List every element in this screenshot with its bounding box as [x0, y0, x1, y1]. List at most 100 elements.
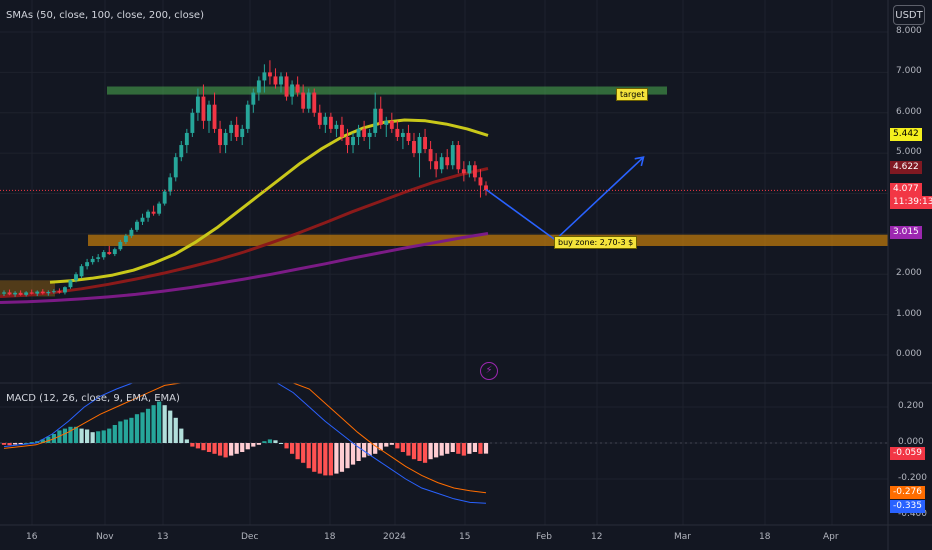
macd-histogram-bar [406, 443, 411, 456]
macd-histogram-bar [18, 443, 23, 444]
price-axis-tick: 7.000 [896, 66, 922, 77]
macd-histogram-bar [206, 443, 212, 452]
macd-histogram-bar [129, 417, 134, 443]
candle [312, 92, 317, 113]
macd-histogram-bar [306, 443, 311, 469]
grid-lines [0, 0, 888, 525]
macd-histogram-bar [62, 428, 68, 443]
candle [96, 257, 101, 259]
projection-line [485, 156, 645, 241]
sma50-line [49, 118, 489, 284]
macd-histogram-bar [323, 443, 328, 476]
candle [412, 141, 416, 154]
candle [51, 291, 56, 293]
candle [162, 191, 167, 204]
macd-histogram-bar [123, 419, 128, 443]
macd-histogram-bar [289, 443, 295, 454]
candle [362, 128, 367, 137]
macd-histogram-bar [256, 443, 261, 445]
time-axis-tick: 18 [759, 532, 771, 542]
sma100-line [0, 167, 489, 298]
macd-histogram-bar [234, 443, 239, 454]
macd-histogram-bar [245, 443, 250, 450]
time-axis-tick: 2024 [383, 532, 406, 542]
currency-button[interactable]: USDT [893, 5, 925, 25]
macd-histogram-bar [373, 443, 378, 454]
candle [445, 157, 450, 166]
candle [395, 128, 400, 137]
candle [478, 177, 483, 186]
candle [107, 252, 112, 255]
macd-histogram-bar [157, 401, 162, 443]
macd-histogram-bar [73, 426, 79, 443]
candle [467, 165, 472, 174]
macd-histogram-bar [162, 405, 167, 443]
candle [400, 132, 405, 137]
lightning-icon[interactable]: ⚡ [480, 362, 498, 380]
macd-histogram-bar [79, 428, 84, 443]
candle [173, 157, 178, 178]
candle [46, 292, 51, 294]
price-zones [0, 86, 888, 297]
projection-path [485, 156, 645, 241]
price-axis-tick: 8.000 [896, 26, 922, 36]
candle [301, 92, 306, 109]
macd-histogram-bar [68, 426, 73, 443]
candle [334, 124, 339, 129]
sma-indicator-label[interactable]: SMAs (50, close, 100, close, 200, close) [6, 10, 204, 21]
macd-histogram-bar [284, 443, 289, 449]
candle [384, 120, 389, 125]
macd-histogram-bar [362, 443, 367, 458]
candle [218, 128, 223, 146]
macd-histogram-bar [456, 443, 461, 454]
price-tag: 5.442 [890, 128, 922, 142]
candle [484, 185, 488, 191]
macd-histogram-bar [201, 443, 206, 451]
candle [24, 292, 29, 295]
macd-histogram-bar [223, 443, 228, 458]
candle [273, 76, 278, 85]
bar-countdown: 11:39:13 [890, 196, 932, 210]
macd-histogram-bar [389, 443, 394, 445]
candle [229, 124, 234, 133]
macd-histogram-bar [483, 443, 489, 454]
candle [85, 262, 90, 267]
candle [423, 136, 427, 150]
time-axis-tick: Apr [823, 532, 839, 542]
macd-histogram-bar [278, 443, 284, 444]
candle [367, 132, 372, 137]
macd-histogram-bar [251, 443, 256, 447]
candle [439, 157, 444, 170]
candle [256, 80, 261, 93]
candle [90, 258, 95, 263]
macd-histogram-bar [395, 443, 400, 449]
macd-histogram-bar [140, 412, 145, 443]
buy-zone-label: buy zone: 2,70-3 $ [554, 235, 638, 249]
candle [7, 292, 12, 295]
time-axis-tick: Dec [241, 532, 259, 542]
macd-histogram-bar [445, 443, 450, 454]
macd-histogram-bar [312, 443, 317, 472]
candle [351, 136, 355, 146]
macd-histogram-bar [461, 443, 466, 456]
buy-zone [88, 234, 888, 246]
candle [74, 274, 78, 281]
candle [434, 161, 439, 170]
time-axis-tick: 12 [591, 532, 603, 542]
time-axis-tick: Nov [96, 532, 114, 542]
macd-histogram-bar [96, 431, 101, 443]
macd-histogram-bar [195, 443, 201, 449]
candle [279, 76, 283, 85]
candle [2, 292, 6, 294]
candle [57, 291, 62, 293]
macd-indicator-label[interactable]: MACD (12, 26, close, 9, EMA, EMA) [6, 393, 180, 404]
candle [450, 145, 455, 166]
target-zone [107, 86, 667, 95]
candle [245, 104, 250, 129]
candle [234, 124, 239, 137]
candle [195, 96, 200, 113]
candle [306, 92, 311, 109]
macd-histogram-bar [434, 443, 439, 458]
time-axis-tick: 18 [324, 532, 336, 542]
